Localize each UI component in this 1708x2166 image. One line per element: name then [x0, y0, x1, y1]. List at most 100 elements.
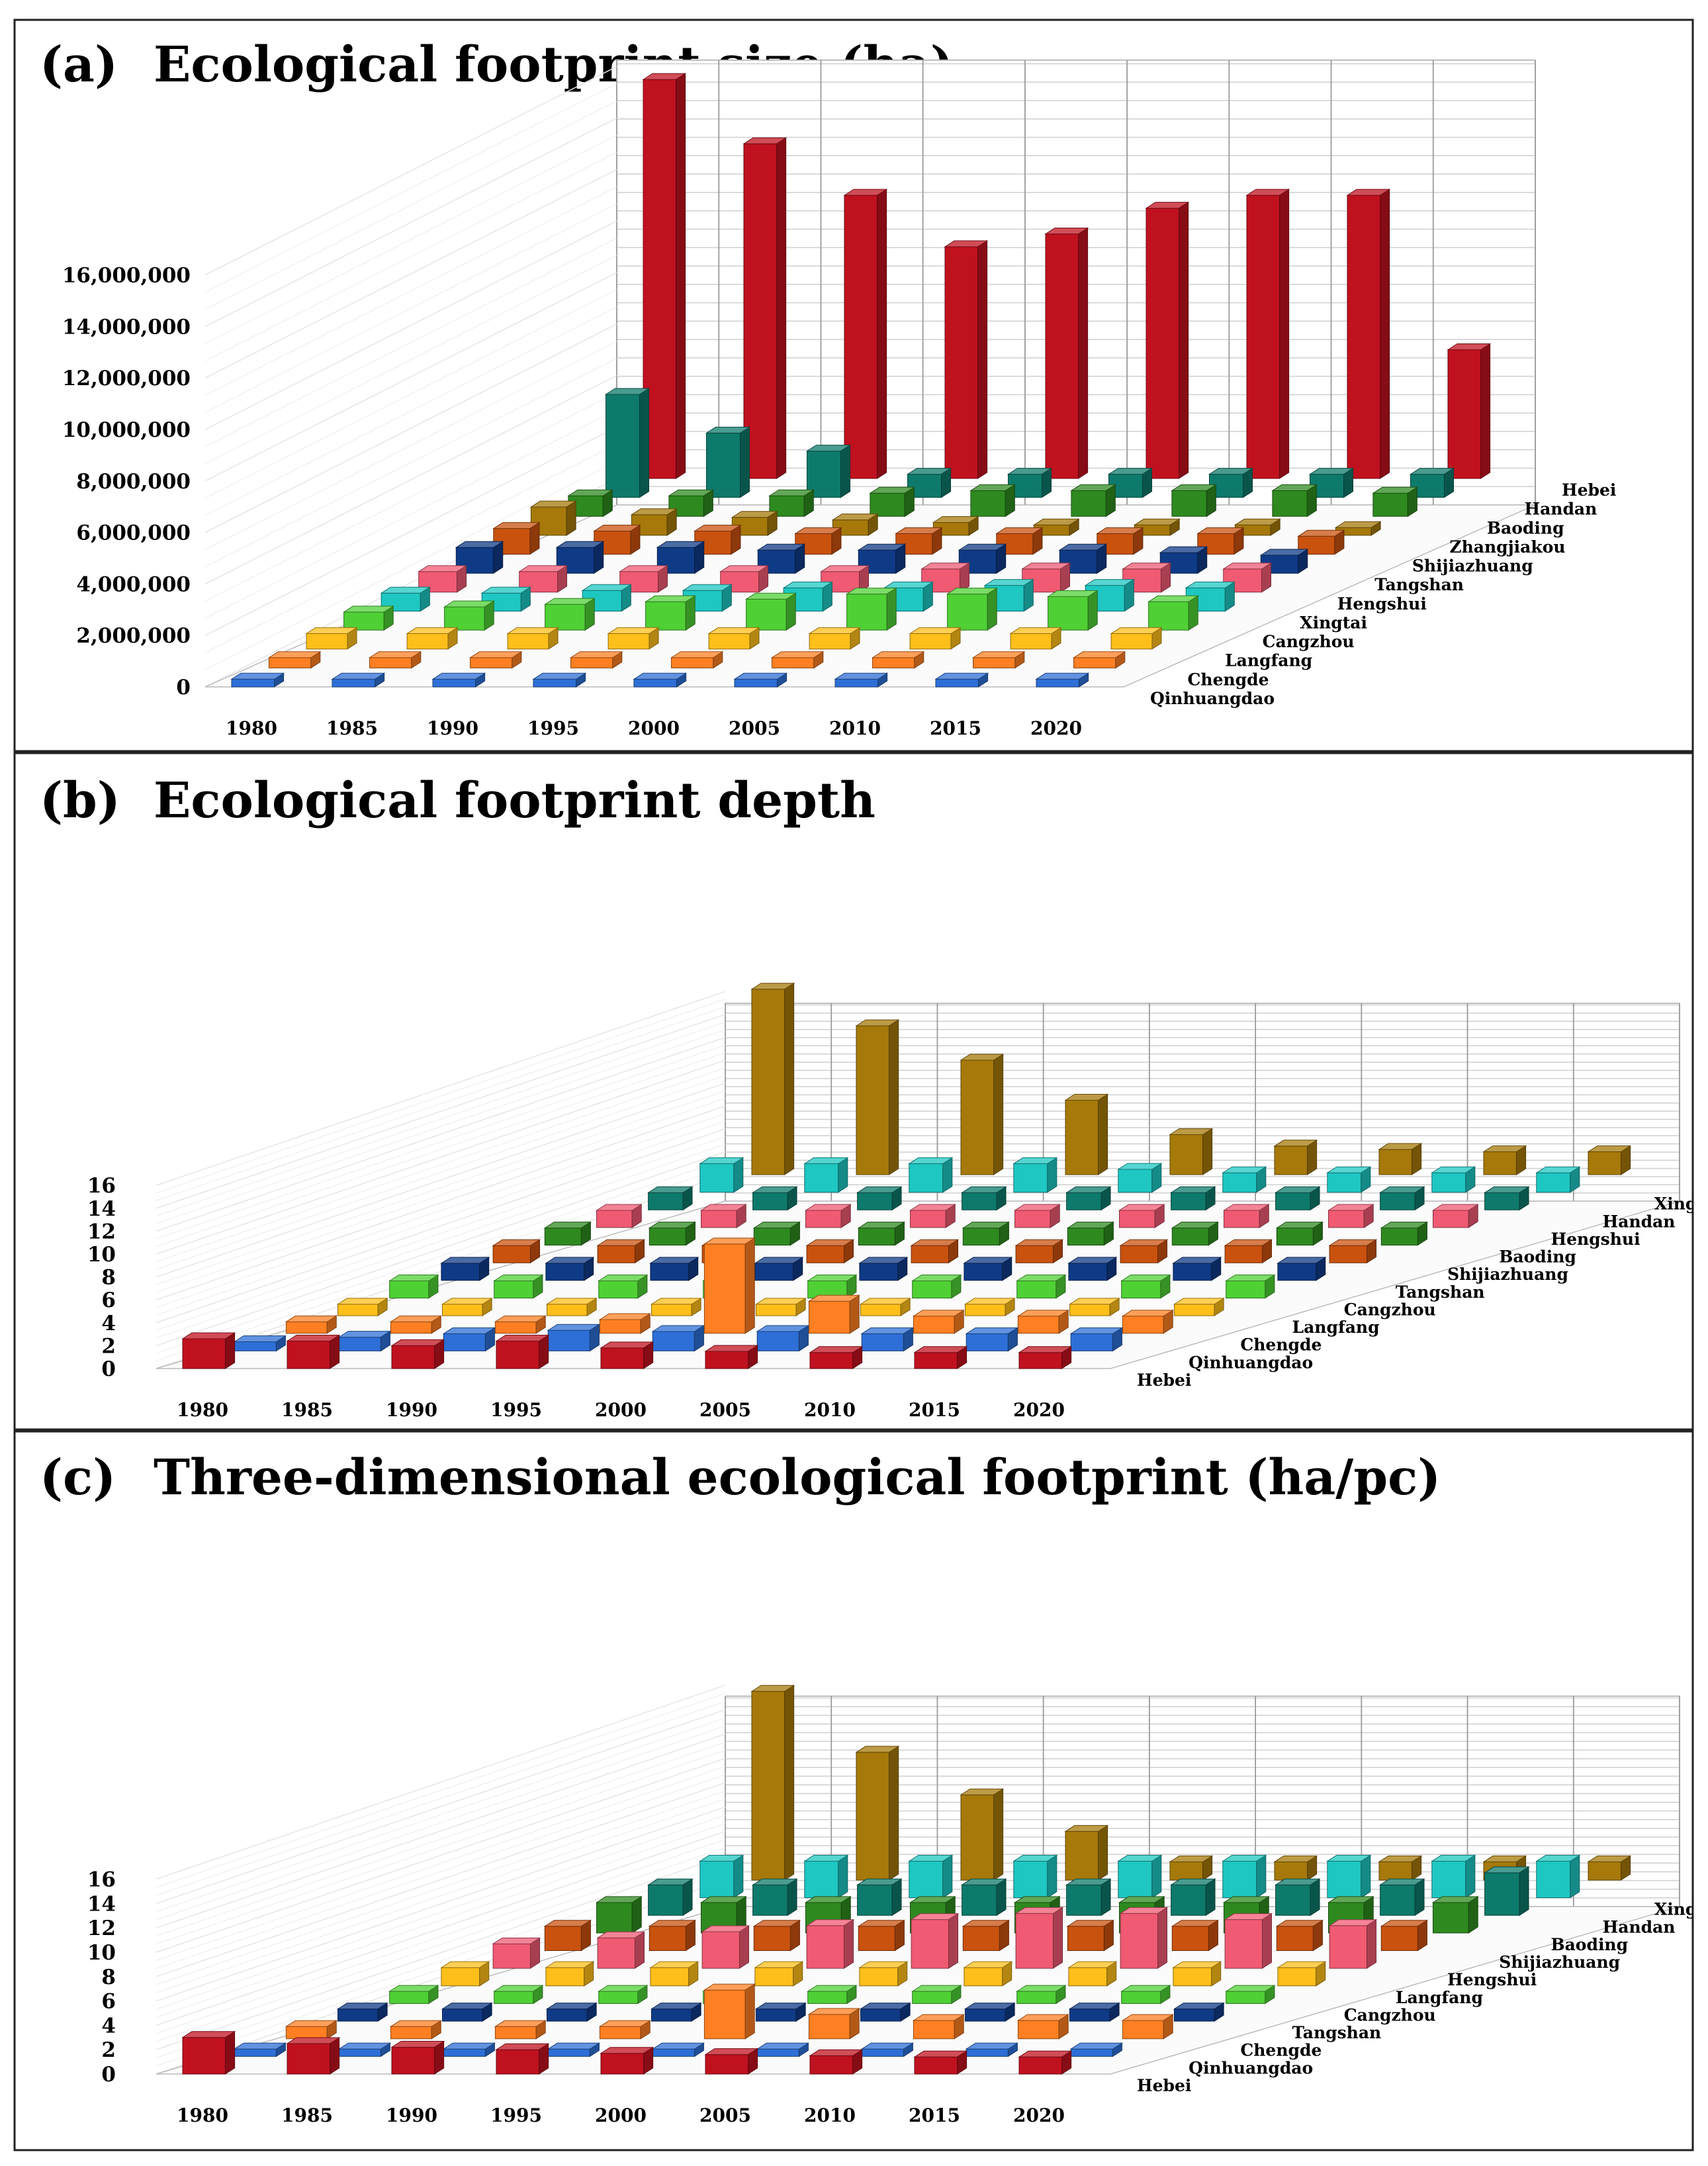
bar-top [704, 2048, 759, 2055]
bar-front [1118, 1169, 1153, 1193]
bar-front [1347, 195, 1381, 479]
bar-front [860, 2008, 901, 2022]
x-tick-label: 2010 [829, 717, 881, 739]
bar-qinhuangdao-2015 [934, 672, 989, 688]
bar-side [1262, 1913, 1272, 1969]
series-label-cangzhou: Cangzhou [1263, 632, 1355, 651]
bar-top [1378, 1855, 1423, 1862]
bar-front [547, 2048, 590, 2057]
bar-side [1361, 1854, 1371, 1899]
bar-top [1245, 189, 1290, 196]
bar-top [1234, 518, 1281, 525]
bar-top [845, 588, 897, 595]
bar-front [444, 606, 485, 631]
bar-top [913, 1346, 968, 1353]
bar-front [1016, 1991, 1057, 2004]
bar-front [970, 490, 1006, 517]
bar-side [787, 1878, 797, 1917]
bar-front [857, 1884, 893, 1916]
bar-side [1465, 1854, 1476, 1899]
bar-top [656, 541, 705, 548]
bar-top [932, 516, 979, 523]
bar-top [368, 651, 422, 658]
series-label-handan: Handan [1603, 1917, 1676, 1936]
bar-front [804, 1163, 839, 1193]
bar-top [1070, 484, 1117, 491]
bar-front [1431, 1172, 1466, 1193]
bar-shijiazhuang-2015 [1275, 1919, 1324, 1952]
bar-front [1171, 1228, 1209, 1245]
bar-front [533, 678, 577, 688]
bar-side [844, 1918, 854, 1969]
y-tick-label: 12,000,000 [62, 367, 191, 390]
bar-top [751, 1878, 798, 1885]
series-label-cangzhou: Cangzhou [1344, 1300, 1436, 1319]
bar-top [389, 1315, 442, 1322]
bar-top [455, 541, 504, 548]
bar-top [912, 2014, 965, 2021]
bar-front [494, 2026, 537, 2040]
bar-langfang-2010 [1067, 1961, 1118, 1987]
y-tick-label: 0 [101, 2063, 116, 2087]
y-tick-label: 12 [87, 1220, 116, 1243]
bar-side [942, 1854, 953, 1899]
bar-top [1120, 1985, 1171, 1992]
bar-top [856, 1878, 903, 1885]
bar-top [754, 1257, 804, 1264]
bar-shijiazhuang-1995 [857, 1919, 906, 1952]
series-label-langfang: Langfang [1292, 1318, 1380, 1337]
bar-xingtai-1995 [1012, 1854, 1058, 1899]
bar-front [494, 1991, 534, 2004]
bar-top [1013, 1896, 1061, 1903]
bar-front [649, 1228, 686, 1245]
bar-front [671, 657, 714, 668]
bar-front [650, 1967, 690, 1987]
bar-top [285, 1315, 337, 1322]
bar-top [1275, 1222, 1324, 1229]
bar-front [708, 633, 750, 650]
bar-baoding-2010 [1171, 1221, 1220, 1246]
bar-top [803, 1854, 849, 1862]
panel-c-title: Three-dimensional ecological footprint (… [154, 1449, 1441, 1506]
bar-top [754, 1298, 807, 1305]
bar-top [965, 1327, 1019, 1334]
bar-front [1327, 1860, 1362, 1899]
bar-top [871, 651, 925, 658]
bar-top [855, 1746, 900, 1753]
bar-top [971, 651, 1026, 658]
bar-top [964, 1298, 1016, 1305]
bar-front [1010, 633, 1052, 650]
series-label-tangshan: Tangshan [1396, 1283, 1485, 1302]
bar-handan-2015 [1308, 467, 1355, 498]
bar-langfang-1990 [506, 627, 559, 650]
bar-top [1016, 2014, 1069, 2021]
bar-front [1226, 1281, 1266, 1298]
bar-top [751, 1186, 798, 1193]
y-tick-label: 10 [87, 1941, 116, 1965]
bar-zhangjiakou-1995 [1064, 1825, 1109, 1881]
bar-top [960, 1788, 1005, 1795]
bar-top [1224, 1275, 1276, 1281]
bar-front [1017, 1316, 1059, 1334]
bar-front [1120, 1913, 1158, 1969]
bar-chengde-2020 [1072, 651, 1126, 669]
bar-top [965, 2042, 1019, 2050]
bar-top [1372, 486, 1419, 494]
bar-top [859, 1298, 911, 1305]
bar-front [492, 1943, 531, 1969]
bar-front [269, 657, 312, 668]
bar-front [231, 678, 275, 688]
bar-front [1036, 678, 1080, 688]
bar-baoding-2015 [1271, 484, 1318, 518]
bar-front [1329, 1925, 1367, 1969]
bar-front [1069, 1304, 1110, 1316]
bar-chengde-2005 [770, 651, 825, 669]
bar-zhangjiakou-2005 [1032, 518, 1080, 536]
bar-front [1122, 2020, 1164, 2040]
bar-front [701, 1210, 737, 1228]
bar-front [649, 1926, 686, 1951]
bar-top [1535, 1854, 1581, 1862]
bar-side [1205, 1878, 1216, 1917]
y-tick-label: 8 [101, 1266, 116, 1290]
bar-top [910, 1913, 960, 1920]
